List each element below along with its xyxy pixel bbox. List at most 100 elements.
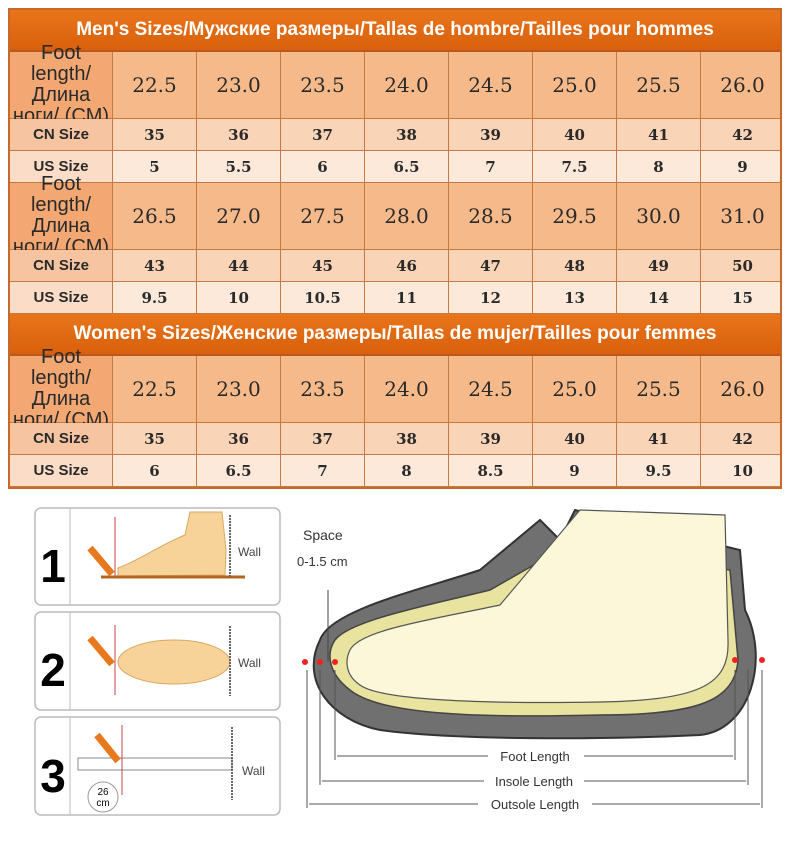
cn-value: 35 [112, 423, 196, 454]
foot-value: 25.0 [532, 52, 616, 118]
cn-value: 37 [280, 423, 364, 454]
us-row: US Size 9.5 10 10.5 11 12 13 14 15 [10, 282, 780, 314]
foot-value: 22.5 [112, 356, 196, 422]
us-value: 10 [196, 282, 280, 313]
foot-value: 26.0 [700, 52, 784, 118]
wall-label: Wall [238, 545, 261, 559]
foot-value: 23.0 [196, 356, 280, 422]
row-label: US Size [10, 282, 112, 313]
foot-value: 31.0 [700, 183, 784, 249]
us-value: 13 [532, 282, 616, 313]
foot-length-label: Foot Length [500, 749, 569, 764]
foot-value: 28.5 [448, 183, 532, 249]
row-label: CN Size [10, 119, 112, 150]
foot-value: 23.5 [280, 52, 364, 118]
cn-value: 42 [700, 119, 784, 150]
wall-label: Wall [242, 764, 265, 778]
cn-value: 50 [700, 250, 784, 281]
cn-value: 41 [616, 423, 700, 454]
foot-value: 27.5 [280, 183, 364, 249]
step-number: 1 [40, 540, 66, 592]
foot-value: 26.0 [700, 356, 784, 422]
shoe-diagram: Space 0-1.5 cm Foot Length Insole Length… [297, 508, 765, 812]
cn-value: 44 [196, 250, 280, 281]
outsole-length-label: Outsole Length [491, 797, 579, 812]
row-label: CN Size [10, 250, 112, 281]
cn-value: 42 [700, 423, 784, 454]
step-2-panel: 2 Wall [34, 611, 281, 711]
cn-row: CN Size 43 44 45 46 47 48 49 50 [10, 250, 780, 282]
cn-row: CN Size 35 36 37 38 39 40 41 42 [10, 119, 780, 151]
foot-value: 26.5 [112, 183, 196, 249]
cn-value: 39 [448, 423, 532, 454]
cn-value: 40 [532, 119, 616, 150]
row-label: US Size [10, 455, 112, 486]
us-value: 9.5 [112, 282, 196, 313]
us-value: 6.5 [196, 455, 280, 486]
row-label: US Size [10, 151, 112, 182]
step-1-panel: 1 Wall [34, 507, 281, 606]
us-value: 6 [280, 151, 364, 182]
women-sizes-title: Women's Sizes/Женские размеры/Tallas de … [10, 314, 780, 356]
cn-value: 39 [448, 119, 532, 150]
us-value: 5.5 [196, 151, 280, 182]
foot-value: 29.5 [532, 183, 616, 249]
us-value: 9 [700, 151, 784, 182]
foot-row: Foot length/ Длина ноги/ (CM) 22.5 23.0 23.… [10, 347, 780, 431]
foot-value: 24.5 [448, 52, 532, 118]
foot-value: 23.5 [280, 356, 364, 422]
cn-value: 47 [448, 250, 532, 281]
ruler-icon [77, 757, 233, 771]
row-label: CN Size [10, 423, 112, 454]
ruler-value: 26 [97, 787, 109, 798]
foot-value: 24.0 [364, 52, 448, 118]
foot-value: 28.0 [364, 183, 448, 249]
us-value: 6 [112, 455, 196, 486]
foot-value: 24.5 [448, 356, 532, 422]
foot-value: 30.0 [616, 183, 700, 249]
ruler-unit: cm [96, 798, 109, 809]
foot-row: Foot length/ Длина ноги/ (CM) 22.5 23.0 23.… [10, 43, 780, 127]
us-value: 7 [448, 151, 532, 182]
us-value: 15 [700, 282, 784, 313]
cn-value: 45 [280, 250, 364, 281]
us-value: 9 [532, 455, 616, 486]
size-chart: Men's Sizes/Мужские размеры/Tallas de ho… [8, 8, 782, 489]
us-value: 12 [448, 282, 532, 313]
foot-value: 22.5 [112, 52, 196, 118]
us-value: 9.5 [616, 455, 700, 486]
us-value: 8 [364, 455, 448, 486]
cn-value: 46 [364, 250, 448, 281]
cn-value: 35 [112, 119, 196, 150]
cn-value: 41 [616, 119, 700, 150]
cn-value: 43 [112, 250, 196, 281]
cn-value: 36 [196, 423, 280, 454]
foot-top-icon [117, 639, 231, 685]
cn-value: 38 [364, 423, 448, 454]
cn-value: 37 [280, 119, 364, 150]
foot-value: 27.0 [196, 183, 280, 249]
us-value: 11 [364, 282, 448, 313]
us-value: 10.5 [280, 282, 364, 313]
row-label: Foot length/ Длина ноги/ (CM) [10, 347, 112, 431]
cn-value: 49 [616, 250, 700, 281]
cn-value: 38 [364, 119, 448, 150]
foot-shape [346, 509, 729, 704]
cn-value: 48 [532, 250, 616, 281]
step-number: 3 [40, 750, 66, 802]
foot-value: 25.0 [532, 356, 616, 422]
us-value: 8.5 [448, 455, 532, 486]
foot-row: Foot length/ Длина ноги/ (CM) 26.5 27.0 27.… [10, 174, 780, 258]
us-value: 10 [700, 455, 784, 486]
us-value: 5 [112, 151, 196, 182]
cn-value: 40 [532, 423, 616, 454]
cn-row: CN Size 35 36 37 38 39 40 41 42 [10, 423, 780, 455]
foot-value: 23.0 [196, 52, 280, 118]
foot-value: 25.5 [616, 356, 700, 422]
us-value: 7.5 [532, 151, 616, 182]
us-value: 14 [616, 282, 700, 313]
cn-value: 36 [196, 119, 280, 150]
space-range-label: 0-1.5 cm [297, 554, 348, 569]
step-number: 2 [40, 644, 66, 696]
foot-value: 24.0 [364, 356, 448, 422]
